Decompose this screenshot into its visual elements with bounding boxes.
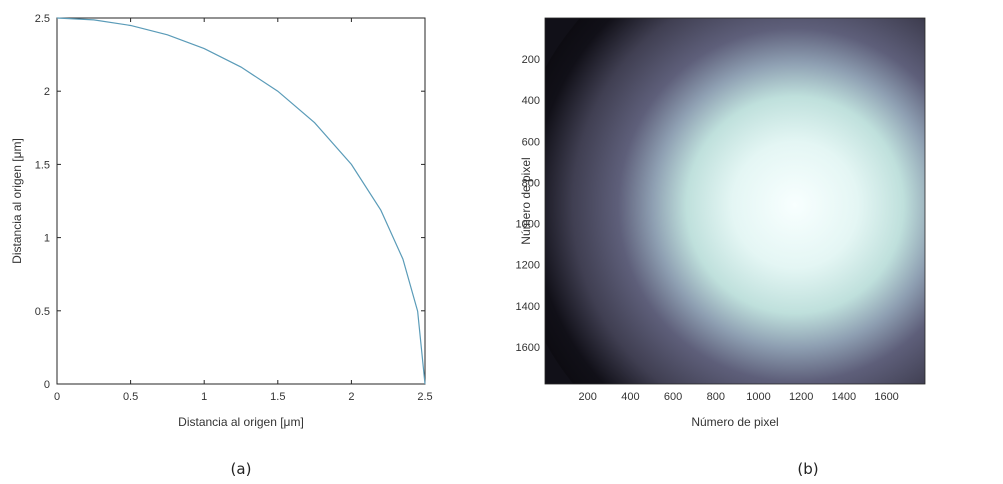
y-tick-label: 1600 [516,342,540,354]
x-tick-label: 600 [664,391,682,403]
x-axis-label-a: Distancia al origen [μm] [178,415,304,429]
x-axis-label-b: Número de pixel [691,415,778,429]
x-tick-label: 1600 [874,391,898,403]
y-ticks-a: 0 0.5 1 1.5 2 2.5 [35,13,425,391]
x-tick-label: 800 [707,391,725,403]
x-ticks-a: 0 0.5 1 1.5 2 2.5 [54,18,433,403]
y-ticks-b: 200 400 600 800 1000 1200 1400 1600 [516,54,540,354]
y-tick-label: 1400 [516,301,540,313]
plot-area-a [56,17,426,385]
y-axis-label-b: Número de pixel [519,157,533,244]
y-tick-label: 800 [522,177,540,189]
x-ticks-b: 200 400 600 800 1000 1200 1400 1600 [579,391,899,403]
y-tick-label: 200 [522,54,540,66]
y-tick-label: 2.5 [35,13,50,25]
series-line-a [56,17,426,385]
plot-area-b [544,17,926,385]
y-tick-label: 2 [44,86,50,98]
y-tick-label: 1.5 [35,159,50,171]
x-tick-label: 400 [621,391,639,403]
x-tick-label: 2 [348,391,354,403]
x-tick-label: 2.5 [417,391,432,403]
x-tick-label: 1 [201,391,207,403]
heatmap-spot [545,18,925,384]
x-tick-label: 1.5 [270,391,285,403]
x-tick-label: 0 [54,391,60,403]
y-tick-label: 0 [44,379,50,391]
chart-a: 0 0.5 1 1.5 2 2.5 0 0.5 1 1.5 2 2.5 Distancia al o… [10,13,433,478]
x-tick-label: 200 [579,391,597,403]
y-tick-label: 0.5 [35,306,50,318]
y-axis-label-a: Distancia al origen [μm] [10,138,24,264]
x-tick-label: 1200 [789,391,813,403]
caption-b: (b) [797,460,818,478]
x-tick-label: 1000 [746,391,770,403]
chart-b: 200 400 600 800 1000 1200 1400 1600 200 400 600 80… [516,17,926,478]
y-tick-label: 1000 [516,219,540,231]
y-tick-label: 1 [44,233,50,245]
x-tick-label: 0.5 [123,391,138,403]
y-tick-label: 600 [522,136,540,148]
x-tick-label: 1400 [832,391,856,403]
y-tick-label: 400 [522,95,540,107]
caption-a: (a) [231,460,252,478]
y-tick-label: 1200 [516,260,540,272]
